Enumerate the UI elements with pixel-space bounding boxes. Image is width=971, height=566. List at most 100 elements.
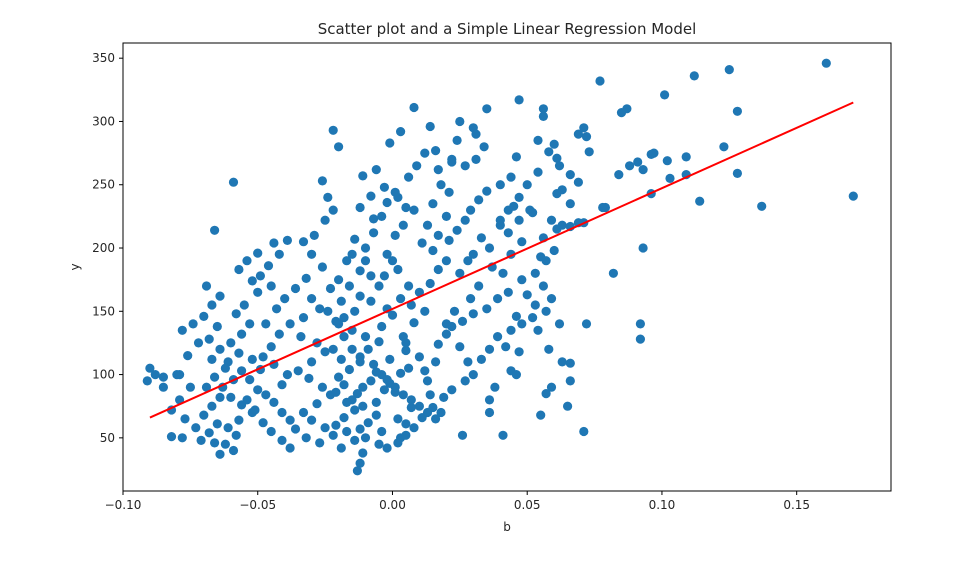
- data-point: [549, 139, 559, 149]
- data-point: [409, 423, 419, 433]
- data-point: [414, 352, 424, 362]
- data-point: [414, 287, 424, 297]
- data-point: [336, 443, 346, 453]
- data-point: [231, 309, 241, 319]
- data-point: [506, 325, 516, 335]
- data-point: [247, 354, 257, 364]
- data-point: [428, 245, 438, 256]
- data-point: [166, 432, 177, 442]
- data-point: [379, 271, 389, 281]
- data-point: [406, 395, 416, 405]
- data-point: [581, 319, 592, 329]
- data-point: [237, 329, 247, 339]
- data-point: [530, 300, 540, 310]
- data-point: [358, 171, 368, 181]
- data-point: [369, 214, 379, 224]
- data-point: [490, 382, 500, 392]
- data-point: [355, 202, 365, 213]
- data-point: [565, 358, 575, 368]
- data-point: [266, 342, 276, 352]
- data-point: [468, 370, 478, 380]
- data-point: [409, 205, 419, 215]
- data-point: [393, 264, 403, 275]
- data-point: [220, 439, 230, 449]
- data-point: [433, 339, 443, 349]
- y-tick-label: 50: [100, 431, 115, 445]
- data-point: [210, 225, 220, 235]
- data-point: [266, 281, 276, 291]
- data-point: [398, 220, 408, 230]
- data-point: [312, 399, 322, 409]
- data-point: [514, 215, 524, 225]
- data-point: [396, 127, 406, 137]
- data-point: [355, 424, 365, 434]
- data-point: [390, 230, 400, 240]
- regression-line: [149, 101, 854, 419]
- data-point: [522, 290, 532, 300]
- data-point: [290, 283, 301, 294]
- data-point: [215, 449, 225, 459]
- data-point: [425, 390, 435, 400]
- data-point: [150, 370, 160, 380]
- data-point: [342, 426, 352, 437]
- data-point: [223, 423, 233, 433]
- data-point: [474, 195, 484, 205]
- data-point: [355, 458, 365, 468]
- data-point: [503, 205, 513, 215]
- data-point: [363, 418, 373, 428]
- data-point: [145, 363, 155, 373]
- data-point: [331, 316, 341, 326]
- data-point: [482, 186, 492, 196]
- data-point: [503, 228, 513, 238]
- data-point: [269, 397, 279, 407]
- data-point: [269, 238, 279, 248]
- data-point: [495, 180, 505, 190]
- data-point: [635, 319, 646, 329]
- data-point: [301, 433, 311, 443]
- x-tick-label: 0.10: [649, 498, 676, 512]
- data-point: [374, 337, 384, 347]
- data-point: [557, 185, 567, 195]
- data-point: [385, 354, 395, 364]
- data-point: [142, 376, 152, 386]
- data-point: [431, 357, 441, 367]
- data-point: [234, 348, 244, 358]
- data-point: [231, 430, 241, 440]
- data-point: [360, 243, 371, 253]
- data-point: [541, 306, 551, 316]
- data-point: [401, 419, 411, 429]
- data-point: [234, 264, 244, 275]
- data-point: [468, 249, 478, 259]
- data-point: [595, 76, 605, 86]
- data-point: [546, 382, 557, 392]
- data-point: [360, 433, 371, 443]
- data-point: [549, 245, 559, 256]
- data-point: [307, 294, 317, 304]
- data-point: [207, 354, 217, 364]
- data-point: [282, 235, 292, 245]
- data-point: [239, 300, 249, 310]
- data-point: [533, 325, 543, 335]
- data-point: [441, 319, 451, 329]
- data-point: [204, 428, 214, 438]
- data-point: [484, 344, 495, 354]
- data-point: [401, 202, 411, 213]
- data-point: [285, 319, 295, 329]
- data-point: [581, 132, 592, 142]
- data-point: [579, 123, 589, 133]
- data-point: [447, 385, 457, 395]
- data-point: [436, 407, 446, 418]
- data-point: [175, 370, 185, 380]
- data-point: [228, 177, 239, 187]
- data-point: [495, 215, 505, 225]
- data-point: [455, 268, 465, 278]
- data-point: [385, 138, 395, 148]
- data-point: [474, 281, 484, 291]
- data-point: [366, 191, 376, 201]
- data-point: [757, 201, 767, 211]
- data-point: [541, 389, 551, 399]
- data-point: [522, 180, 532, 190]
- data-point: [530, 268, 540, 278]
- data-point: [401, 345, 411, 356]
- data-point: [328, 344, 338, 354]
